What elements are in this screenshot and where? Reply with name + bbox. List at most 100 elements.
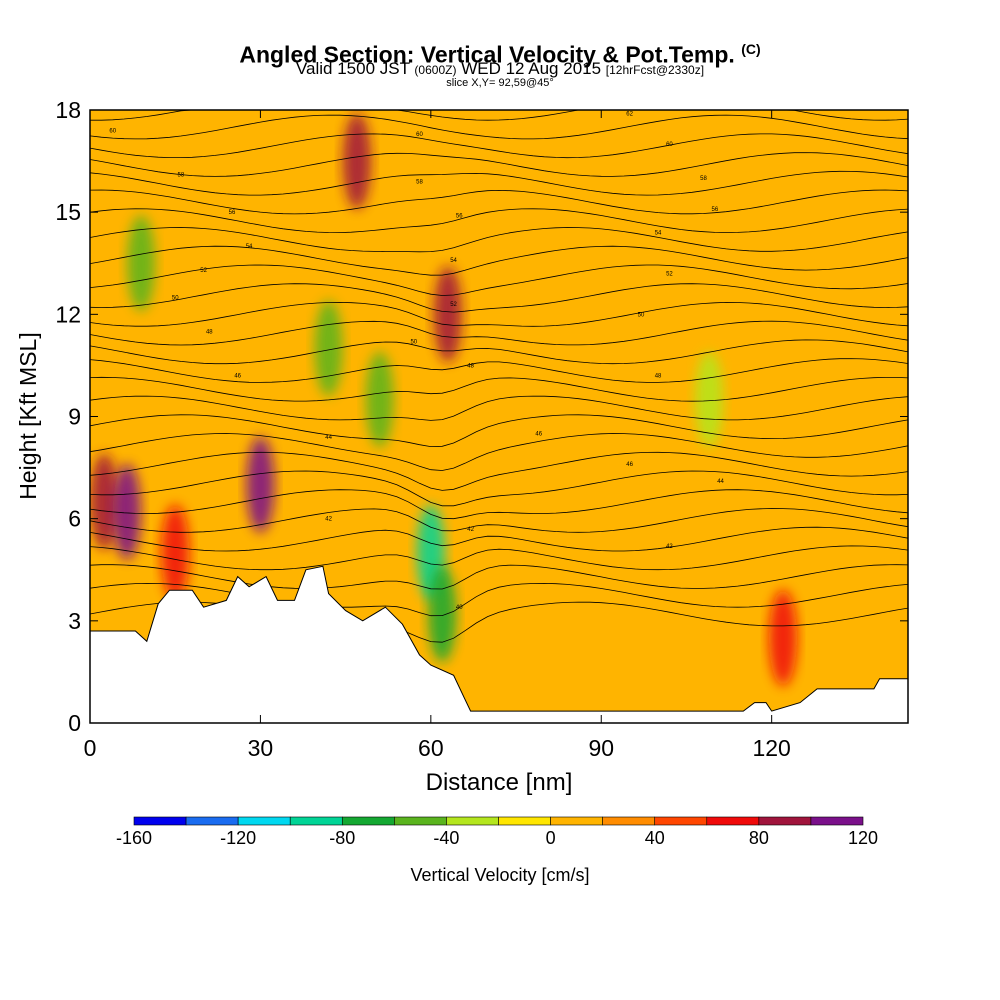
theta-contour	[90, 414, 908, 448]
contour-label: 54	[246, 244, 253, 250]
colorbar-swatch	[758, 816, 812, 826]
y-tick-label: 0	[68, 710, 81, 736]
contour-label: 42	[666, 544, 673, 550]
subtitle-forecast: [12hrFcst@2330z]	[605, 63, 705, 77]
theta-contour	[90, 189, 908, 215]
y-tick-label: 15	[55, 199, 81, 225]
colorbar-tick-label: -40	[433, 828, 459, 848]
contour-labels: 60 58 56 54 52 50 48 46 44 42 60 58 56 54 52 50 48 42 40 62…	[109, 111, 724, 611]
theta-contour	[90, 358, 908, 383]
contour-label: 46	[234, 374, 241, 380]
colorbar-label: Vertical Velocity [cm/s]	[410, 865, 589, 885]
chart-title-unit: (C)	[741, 41, 761, 57]
y-tick-label: 6	[68, 506, 81, 532]
theta-contour	[90, 395, 908, 421]
theta-contour	[90, 526, 908, 552]
colorbar-tick-label: 40	[645, 828, 665, 848]
subtitle-utc: (0600Z)	[414, 63, 457, 77]
velocity-cell	[769, 589, 798, 686]
contour-label: 44	[325, 435, 332, 441]
x-axis-label: Distance [nm]	[426, 769, 573, 796]
colorbar-tick-label: 0	[546, 828, 556, 848]
y-axis: 0 3 6 9 12 15 18	[55, 97, 908, 736]
theta-contour	[90, 170, 908, 196]
velocity-cell	[127, 215, 156, 312]
contour-label: 52	[450, 302, 457, 308]
contour-label: 48	[467, 363, 474, 369]
velocity-cell	[433, 266, 462, 363]
contour-label: 50	[410, 340, 417, 346]
theta-contour	[90, 301, 908, 327]
theta-contour	[90, 320, 908, 346]
colorbar-tick-label: -80	[329, 828, 355, 848]
colorbar-tick-label: 120	[848, 828, 878, 848]
colorbar-tick-label: -160	[116, 828, 152, 848]
theta-contour	[90, 264, 908, 296]
theta-contour	[90, 489, 908, 520]
theta-contour	[90, 110, 908, 121]
x-axis: 0 30 60 90 120	[84, 110, 791, 761]
theta-contour	[90, 133, 908, 159]
theta-contour	[90, 433, 908, 471]
contour-label: 48	[655, 374, 662, 380]
y-axis-label: Height [Kft MSL]	[15, 332, 41, 499]
contour-label: 40	[456, 605, 463, 611]
colorbar-tick-label: -120	[220, 828, 256, 848]
contour-label: 58	[416, 180, 423, 186]
x-tick-label: 0	[84, 735, 97, 761]
y-tick-label: 9	[68, 404, 81, 430]
theta-contour	[90, 208, 908, 234]
contour-label: 62	[626, 111, 633, 117]
subtitle-valid: Valid 1500 JST	[295, 59, 410, 78]
colorbar-swatch	[654, 816, 708, 826]
x-tick-label: 90	[588, 735, 614, 761]
colorbar-swatch	[602, 816, 656, 826]
colorbar-swatch	[810, 816, 864, 826]
theta-contour	[90, 582, 908, 617]
contour-label: 60	[109, 128, 116, 134]
contour-label: 54	[655, 231, 662, 237]
terrain	[89, 565, 909, 724]
x-tick-label: 120	[752, 735, 790, 761]
theta-contour	[90, 508, 908, 533]
velocity-cell	[695, 351, 724, 448]
x-tick-label: 60	[418, 735, 444, 761]
theta-contour	[90, 245, 908, 276]
colorbar-tick-label: 80	[749, 828, 769, 848]
colorbar-swatch	[706, 816, 760, 826]
chart-subtitle: Valid 1500 JST (0600Z) WED 12 Aug 2015 […	[0, 60, 1000, 79]
y-tick-label: 3	[68, 608, 81, 634]
contour-label: 58	[700, 176, 707, 182]
contour-label: 50	[172, 295, 179, 301]
theta-contour	[90, 451, 908, 491]
chart-title-text: Angled Section: Vertical Velocity & Pot.…	[239, 41, 735, 68]
contour-label: 60	[666, 142, 673, 148]
contour-label: 56	[712, 207, 719, 213]
contour-label: 46	[535, 432, 542, 438]
contour-label: 52	[666, 271, 673, 277]
contour-label: 52	[200, 268, 207, 274]
velocity-cell	[90, 453, 119, 550]
theta-contour	[90, 339, 908, 365]
contour-label: 46	[626, 462, 633, 468]
velocity-cell	[112, 463, 141, 560]
contour-label: 56	[229, 210, 236, 216]
y-tick-label: 12	[55, 301, 81, 327]
colorbar-swatch	[237, 816, 291, 826]
chart-title: Angled Section: Vertical Velocity & Pot.…	[0, 36, 1000, 68]
colorbar-swatch	[498, 816, 551, 826]
colorbar-swatch	[550, 816, 603, 826]
contour-label: 60	[416, 132, 423, 138]
theta-contour	[90, 564, 908, 590]
theta-contour	[90, 152, 908, 177]
velocity-cell	[314, 300, 343, 397]
contour-label: 54	[450, 258, 457, 264]
colorbar-swatch	[341, 816, 395, 826]
colorbar-swatch	[446, 816, 499, 826]
terrain-mask	[89, 565, 909, 724]
x-tick-label: 30	[248, 735, 274, 761]
contour-label: 42	[467, 527, 474, 533]
contour-label: 58	[178, 173, 185, 179]
theta-contour	[90, 470, 908, 507]
y-tick-label: 18	[55, 97, 81, 123]
